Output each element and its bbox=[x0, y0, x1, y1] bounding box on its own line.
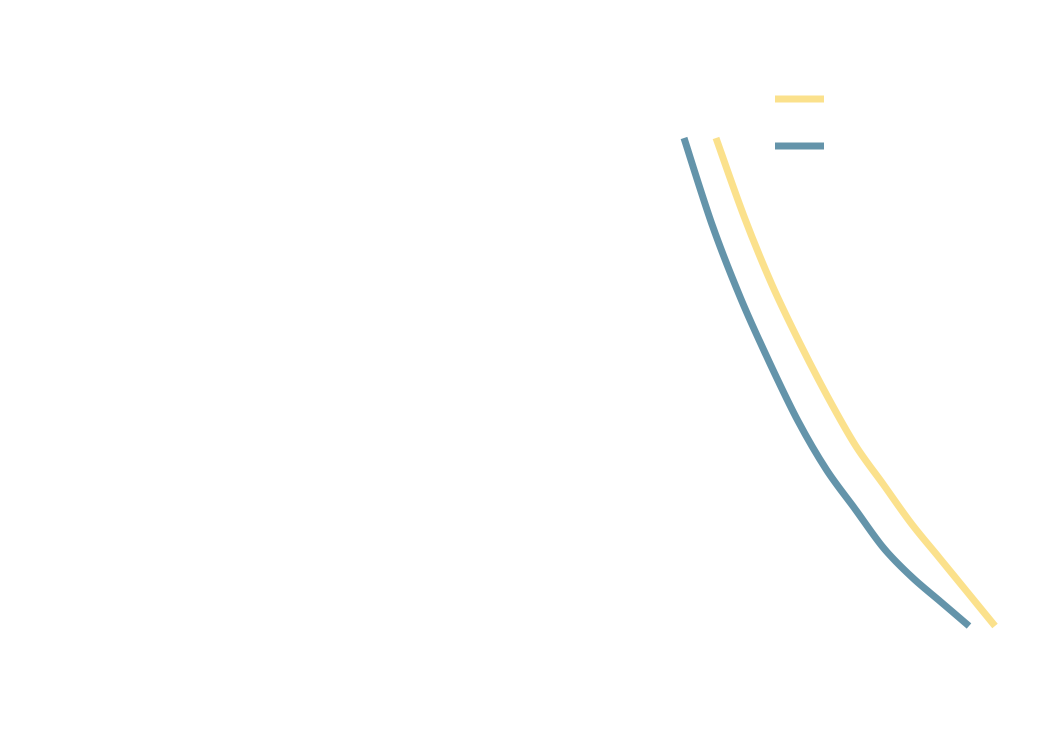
legend bbox=[775, 95, 824, 150]
series-line-2 bbox=[680, 136, 972, 629]
plot-area bbox=[680, 136, 998, 629]
series-line-1 bbox=[712, 136, 998, 629]
